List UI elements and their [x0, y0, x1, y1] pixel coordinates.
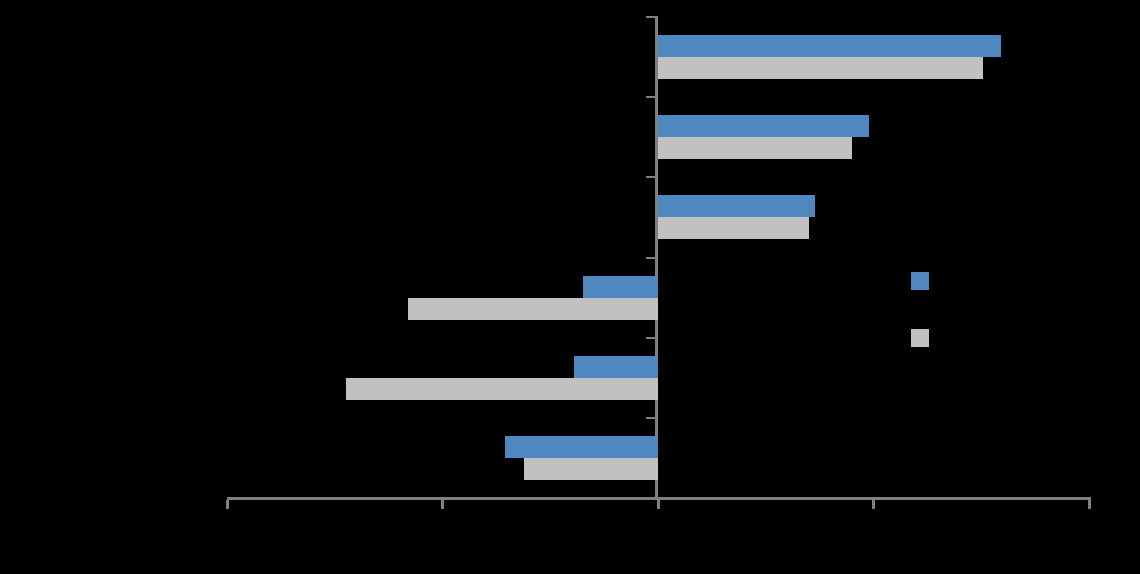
bar-gray-series-row-3	[658, 217, 809, 240]
bar-blue-series-row-6	[505, 435, 658, 458]
value-axis-tick	[656, 500, 660, 509]
bar-blue-series-row-3	[658, 195, 816, 218]
bar-gray-series-row-5	[345, 377, 658, 400]
category-axis-tick	[646, 417, 658, 419]
value-axis-tick	[872, 500, 875, 509]
category-axis-tick	[646, 16, 658, 18]
category-axis-tick	[646, 176, 658, 178]
bar-gray-series-row-6	[524, 457, 658, 480]
category-axis-tick	[646, 257, 658, 259]
legend-swatch-gray-icon	[911, 329, 929, 347]
bar-gray-series-row-1	[658, 57, 984, 79]
bar-blue-series-row-1	[658, 35, 1001, 57]
bar-gray-series-row-4	[408, 297, 658, 320]
bar-gray-series-row-2	[658, 137, 852, 160]
value-axis-tick	[441, 500, 444, 509]
bar-blue-series-row-5	[574, 355, 658, 378]
value-axis-tick	[225, 500, 229, 509]
bar-blue-series-row-2	[658, 115, 870, 138]
legend-swatch-blue-icon	[911, 272, 929, 290]
category-axis-tick	[646, 337, 658, 339]
bar-blue-series-row-4	[582, 275, 658, 298]
category-axis-tick	[646, 96, 658, 98]
value-axis-tick	[1087, 500, 1091, 509]
value-axis-line	[227, 497, 1091, 500]
